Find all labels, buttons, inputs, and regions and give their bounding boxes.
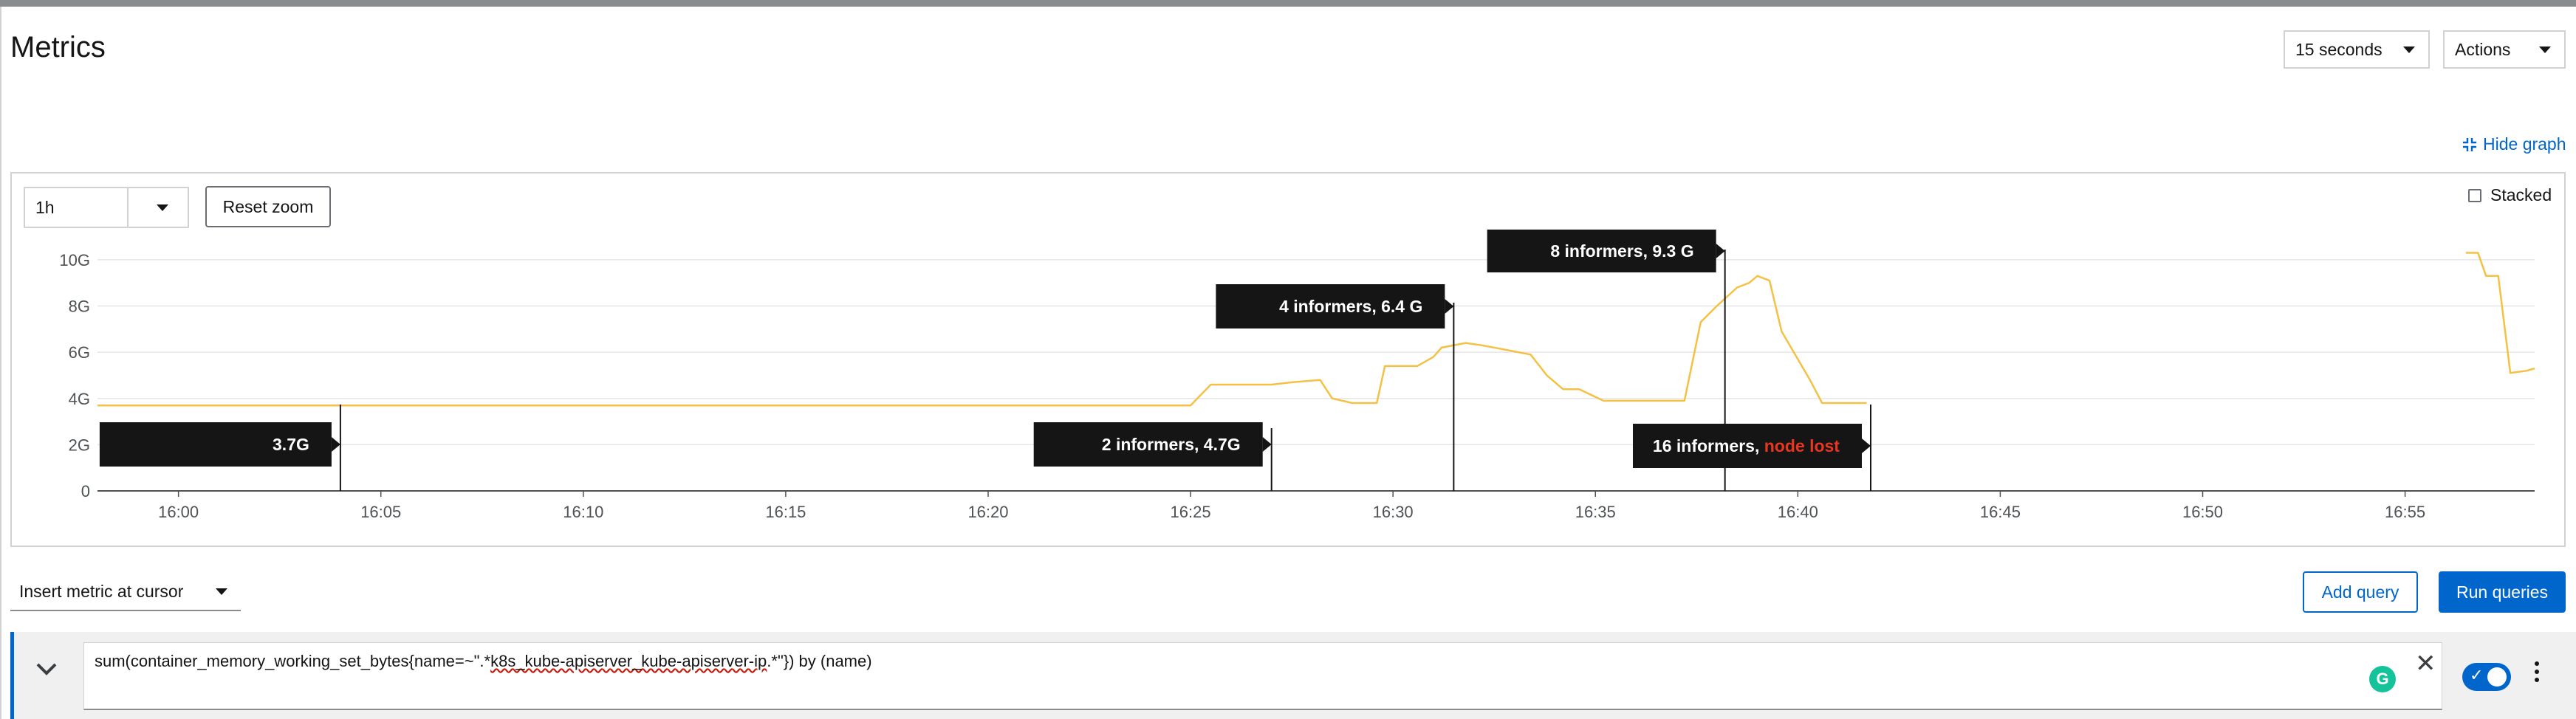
y-tick-label: 2G xyxy=(69,436,90,454)
x-tick-label: 16:55 xyxy=(2385,503,2425,521)
y-tick-label: 10G xyxy=(59,251,90,269)
annotation-text: 2 informers, 4.7G xyxy=(1102,435,1241,454)
annotation-label: 2 informers, 4.7G xyxy=(1102,435,1241,454)
y-tick-label: 6G xyxy=(69,343,90,362)
stacked-option: Stacked xyxy=(2468,185,2552,205)
hide-graph-label: Hide graph xyxy=(2483,134,2566,154)
promql-query-input[interactable]: sum(container_memory_working_set_bytes{n… xyxy=(83,642,2442,710)
annotation-pointer xyxy=(331,437,340,452)
annotation-pointer xyxy=(1716,244,1725,258)
top-border xyxy=(0,0,2576,7)
page-title: Metrics xyxy=(10,31,106,63)
y-tick-label: 8G xyxy=(69,297,90,316)
refresh-interval-value: 15 seconds xyxy=(2295,39,2383,59)
y-tick-label: 0 xyxy=(81,482,90,500)
x-tick-label: 16:45 xyxy=(1980,503,2021,521)
x-tick-label: 16:20 xyxy=(967,503,1008,521)
x-tick-label: 16:30 xyxy=(1373,503,1414,521)
run-queries-button[interactable]: Run queries xyxy=(2439,571,2566,613)
annotation-box xyxy=(99,422,332,467)
reset-zoom-button[interactable]: Reset zoom xyxy=(205,186,331,227)
check-icon: ✓ xyxy=(2470,666,2484,684)
insert-metric-label: Insert metric at cursor xyxy=(19,581,184,601)
chart-series xyxy=(97,252,2535,407)
dropdown-divider xyxy=(127,188,129,227)
annotation-box xyxy=(1216,284,1445,328)
time-range-dropdown[interactable]: 1h xyxy=(24,187,189,228)
annotation-box xyxy=(1632,424,1862,468)
toggle-knob xyxy=(2487,667,2507,687)
annotation-label: 3.7G xyxy=(273,435,309,454)
compress-icon xyxy=(2463,137,2476,151)
annotation-box xyxy=(1033,422,1263,467)
chart-axes: 10G 8G 6G 4G 2G 0 16:00 16:05 16:10 16:15 16:20 16:… xyxy=(59,251,2425,521)
caret-down-icon xyxy=(2403,47,2415,53)
insert-metric-dropdown[interactable]: Insert metric at cursor xyxy=(10,573,241,611)
grammarly-icon[interactable]: G xyxy=(2369,666,2396,692)
chevron-down-icon xyxy=(36,663,57,675)
kebab-menu-icon[interactable] xyxy=(2535,661,2539,682)
clear-query-icon[interactable]: ✕ xyxy=(2415,650,2436,678)
x-tick-label: 16:05 xyxy=(360,503,401,521)
annotation-pointer xyxy=(1262,437,1272,452)
x-tick-label: 16:00 xyxy=(158,503,199,521)
graph-panel xyxy=(10,172,2566,547)
caret-down-icon xyxy=(2539,47,2551,53)
query-text-prefix: sum(container_memory_working_set_bytes{n… xyxy=(95,652,491,670)
refresh-interval-dropdown[interactable]: 15 seconds xyxy=(2284,30,2430,69)
series-line-1 xyxy=(2465,252,2535,374)
y-tick-label: 4G xyxy=(69,390,90,408)
annotation-label: 16 informers, node lost xyxy=(1653,436,1840,455)
query-text-underlined: k8s_kube-apiserver_kube-apiserver-ip xyxy=(490,652,767,670)
annotation-text: 3.7G xyxy=(273,435,309,454)
add-query-button[interactable]: Add query xyxy=(2303,571,2418,613)
annotation-text-highlight: node lost xyxy=(1764,436,1840,455)
collapse-query-toggle[interactable] xyxy=(35,661,58,680)
series-line-0 xyxy=(97,275,1867,407)
query-enable-toggle[interactable]: ✓ xyxy=(2462,663,2511,691)
caret-down-icon xyxy=(157,204,168,211)
x-tick-label: 16:50 xyxy=(2182,503,2223,521)
stacked-checkbox[interactable] xyxy=(2468,188,2481,202)
actions-label: Actions xyxy=(2455,39,2511,59)
x-tick-label: 16:25 xyxy=(1171,503,1211,521)
time-range-value: 1h xyxy=(35,197,55,217)
left-border xyxy=(0,7,1,719)
annotation-text: 8 informers, 9.3 G xyxy=(1550,241,1693,261)
annotation-label: 8 informers, 9.3 G xyxy=(1550,241,1693,261)
x-tick-label: 16:35 xyxy=(1575,503,1616,521)
actions-dropdown[interactable]: Actions xyxy=(2443,30,2566,69)
stacked-label: Stacked xyxy=(2490,185,2552,204)
x-tick-label: 16:10 xyxy=(563,503,603,521)
x-tick-label: 16:40 xyxy=(1778,503,1818,521)
annotation-text: 16 informers, xyxy=(1653,436,1764,455)
hide-graph-link[interactable]: Hide graph xyxy=(2462,134,2566,154)
query-text-suffix: .*"}) by (name) xyxy=(767,652,872,670)
annotation-pointer xyxy=(1861,438,1871,453)
annotation-label: 4 informers, 6.4 G xyxy=(1279,297,1422,316)
annotation-text: 4 informers, 6.4 G xyxy=(1279,297,1422,316)
annotation-box xyxy=(1487,230,1716,272)
annotation-pointer xyxy=(1445,299,1454,314)
chart-annotations: 3.7G 2 informers, 4.7G 4 informers, 6.4 G 8… xyxy=(99,230,1871,491)
x-tick-label: 16:15 xyxy=(765,503,806,521)
caret-down-icon xyxy=(216,588,227,595)
